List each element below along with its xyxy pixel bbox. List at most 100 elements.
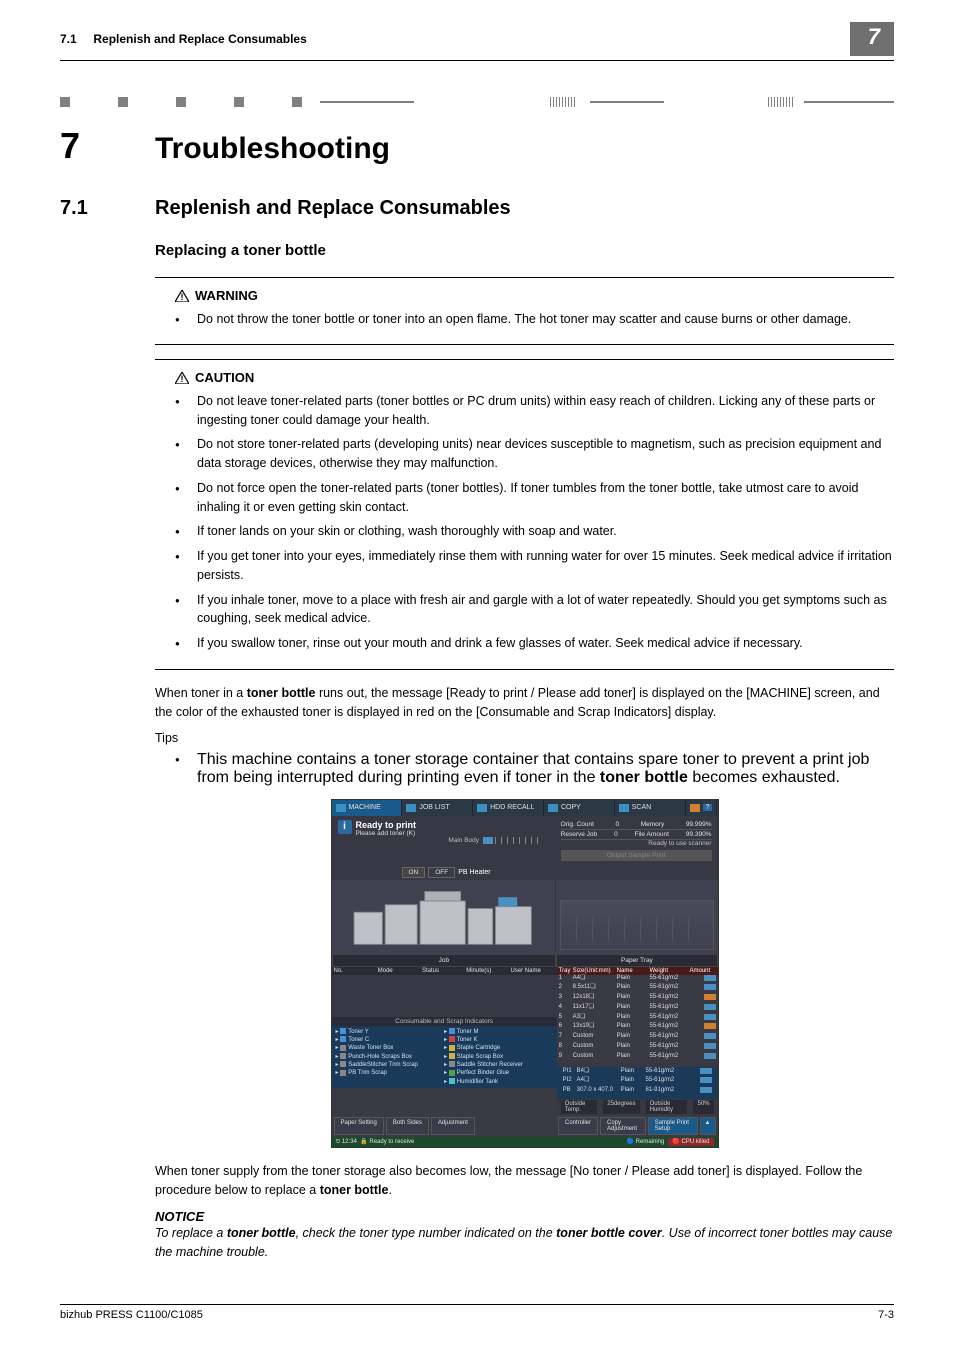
tab-scan[interactable]: SCAN — [615, 800, 686, 816]
tray-row: PI2A4❏Plain55-61g/m2 — [561, 1077, 714, 1087]
tab-machine[interactable]: MACHINE — [332, 800, 403, 816]
consumable-item: ▸ Toner M — [444, 1028, 553, 1036]
footer-cpu: 🔴 CPU killed — [668, 1138, 713, 1146]
help-icon[interactable]: ? — [686, 800, 718, 816]
temp-value: 25degrees — [603, 1100, 639, 1114]
text: . — [388, 1183, 391, 1197]
sample-print-button[interactable]: Output Sample Print — [561, 850, 712, 861]
caution-label: CAUTION — [195, 368, 254, 388]
panel-button[interactable]: Controller — [558, 1117, 598, 1135]
list-item: If toner lands on your skin or clothing,… — [175, 522, 894, 541]
caution-list: Do not leave toner-related parts (toner … — [155, 392, 894, 653]
stat-row: Reserve Job0File Amount99.390% — [561, 830, 712, 840]
footer-model: bizhub PRESS C1100/C1085 — [60, 1309, 203, 1321]
up-button[interactable]: ▲ — [700, 1117, 716, 1135]
consumable-item: ▸ Staple Scrap Box — [444, 1053, 553, 1061]
panel-button[interactable]: Sample Print Setup — [648, 1117, 698, 1135]
text: When toner supply from the toner storage… — [155, 1164, 862, 1197]
list-item: Do not leave toner-related parts (toner … — [175, 392, 894, 430]
text: When toner in a — [155, 686, 247, 700]
tips-list: This machine contains a toner storage co… — [155, 751, 894, 787]
tray-row: 613x19❏Plain55-61g/m2 — [557, 1023, 718, 1033]
section-number: 7.1 — [60, 197, 155, 220]
footer-time: ⏲ 12:34 — [336, 1139, 357, 1145]
heater-off-button[interactable]: OFF — [428, 867, 455, 878]
text-bold: toner bottle — [600, 769, 688, 786]
text-bold: toner bottle cover — [556, 1226, 662, 1240]
consumable-item: ▸ Waste Toner Box — [336, 1044, 445, 1052]
text: To replace a — [155, 1226, 227, 1240]
notice-text: To replace a toner bottle, check the ton… — [155, 1224, 894, 1262]
status-subtitle: Please add toner (K) — [356, 830, 417, 837]
col-header: Minute(s) — [466, 968, 510, 974]
chapter-number: 7 — [60, 125, 155, 167]
humidity-value: 50% — [693, 1100, 713, 1114]
consumable-item: ▸ Toner Y — [336, 1028, 445, 1036]
consumable-item: ▸ Saddle Stitcher Receiver — [444, 1061, 553, 1069]
tab-job-list[interactable]: JOB LIST — [402, 800, 473, 816]
panel-button[interactable]: Adjustment — [431, 1117, 475, 1135]
col-header: Name — [617, 968, 650, 974]
tray-row: 312x18❏Plain55-61g/m2 — [557, 994, 718, 1004]
tray-row: 9CustomPlain55-61g/m2 — [557, 1053, 718, 1063]
tray-row: PB307.0 x 407.0Plain81-91g/m2 — [561, 1087, 714, 1097]
job-panel-header: Job — [332, 954, 557, 967]
panel-button[interactable]: Both Sides — [386, 1117, 429, 1135]
status-title: Ready to print — [356, 820, 417, 830]
tab-copy[interactable]: COPY — [544, 800, 615, 816]
col-header: No. — [334, 968, 378, 974]
panel-button[interactable]: Copy Adjustment — [600, 1117, 646, 1135]
text-bold: toner bottle — [247, 686, 316, 700]
col-header: Mode — [378, 968, 422, 974]
footer-pagenum: 7-3 — [878, 1309, 894, 1321]
svg-text:!: ! — [181, 292, 184, 302]
list-item: Do not throw the toner bottle or toner i… — [175, 310, 894, 329]
caution-icon: ! — [175, 372, 189, 384]
section-heading: 7.1 Replenish and Replace Consumables — [60, 197, 894, 220]
tray-row: 28.5x11❏Plain55-61g/m2 — [557, 984, 718, 994]
list-item: Do not force open the toner-related part… — [175, 479, 894, 517]
col-header: Weight — [650, 968, 690, 974]
tips-label: Tips — [155, 731, 894, 745]
footer-remaining: 🔵 Remaining — [627, 1138, 665, 1146]
panel-button[interactable]: Paper Setting — [334, 1117, 384, 1135]
tab-hdd-recall[interactable]: HDD RECALL — [473, 800, 544, 816]
col-header: User Name — [510, 968, 554, 974]
tray-panel-header: Paper Tray — [556, 954, 717, 967]
paragraph-low-toner: When toner supply from the toner storage… — [155, 1162, 894, 1201]
machine-panel-screenshot: MACHINEJOB LISTHDD RECALLCOPYSCAN? i Rea… — [331, 799, 719, 1149]
tray-row: 7CustomPlain55-61g/m2 — [557, 1033, 718, 1043]
warning-list: Do not throw the toner bottle or toner i… — [155, 310, 894, 329]
header-num: 7.1 — [60, 32, 77, 46]
consumable-item: ▸ PB Trim Scrap — [336, 1069, 445, 1077]
subsection-title: Replacing a toner bottle — [155, 242, 894, 259]
output-gauge — [560, 900, 714, 950]
footer-status: 🔒 Ready to receive — [360, 1139, 414, 1145]
list-item: If you inhale toner, move to a place wit… — [175, 591, 894, 629]
consumable-item: ▸ Perfect Binder Glue — [444, 1069, 553, 1077]
svg-text:!: ! — [181, 374, 184, 384]
section-title: Replenish and Replace Consumables — [155, 197, 511, 220]
text-bold: toner bottle — [227, 1226, 296, 1240]
heater-label: PB Heater — [458, 869, 490, 876]
tray-row: PI1B4❏Plain55-61g/m2 — [561, 1068, 714, 1078]
notice-label: NOTICE — [155, 1209, 894, 1224]
col-header: Amount — [690, 968, 716, 974]
humidity-label: Outside Humidity — [646, 1100, 688, 1114]
consumable-item: ▸ SaddleStitcher Trim Scrap — [336, 1061, 445, 1069]
chapter-heading: 7 Troubleshooting — [60, 125, 894, 167]
tray-row: 8CustomPlain55-61g/m2 — [557, 1043, 718, 1053]
info-icon: i — [338, 820, 352, 834]
header-section-ref: 7.1 Replenish and Replace Consumables — [60, 32, 307, 46]
list-item: If you swallow toner, rinse out your mou… — [175, 634, 894, 653]
consumable-item: ▸ Toner K — [444, 1036, 553, 1044]
col-header: Tray — [559, 968, 573, 974]
heater-on-button[interactable]: ON — [402, 867, 426, 878]
tray-row: 411x17❏Plain55-61g/m2 — [557, 1004, 718, 1014]
caution-block: ! CAUTION Do not leave toner-related par… — [155, 360, 894, 669]
page-header: 7.1 Replenish and Replace Consumables 7 — [60, 32, 894, 61]
paragraph-toner-runout: When toner in a toner bottle runs out, t… — [155, 684, 894, 723]
col-header: Size(Unit:mm) — [573, 968, 617, 974]
consumable-item: ▸ Humidifier Tank — [444, 1078, 553, 1086]
consumable-item: ▸ Staple Cartridge — [444, 1044, 553, 1052]
